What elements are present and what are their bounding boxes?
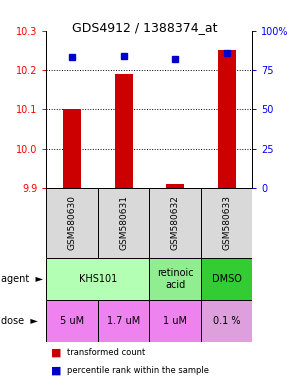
Text: 1 uM: 1 uM: [163, 316, 187, 326]
Text: dose  ►: dose ►: [1, 316, 38, 326]
Bar: [115, 74, 133, 188]
Text: retinoic
acid: retinoic acid: [157, 268, 193, 290]
Bar: [63, 109, 81, 188]
Text: GSM580631: GSM580631: [119, 195, 128, 250]
Text: 5 uM: 5 uM: [60, 316, 84, 326]
Text: GSM580632: GSM580632: [171, 195, 180, 250]
Text: ■: ■: [50, 348, 61, 358]
Text: 0.1 %: 0.1 %: [213, 316, 240, 326]
Text: GSM580630: GSM580630: [68, 195, 77, 250]
Text: GDS4912 / 1388374_at: GDS4912 / 1388374_at: [72, 21, 218, 34]
Bar: [149, 300, 201, 342]
Bar: [149, 258, 201, 300]
Text: 1.7 uM: 1.7 uM: [107, 316, 140, 326]
Bar: [166, 184, 184, 188]
Text: percentile rank within the sample: percentile rank within the sample: [67, 366, 209, 375]
Bar: [201, 258, 252, 300]
Bar: [218, 50, 235, 188]
Text: GSM580633: GSM580633: [222, 195, 231, 250]
Bar: [149, 188, 201, 258]
Bar: [98, 188, 149, 258]
Bar: [46, 258, 149, 300]
Text: transformed count: transformed count: [67, 348, 145, 357]
Bar: [46, 188, 98, 258]
Bar: [46, 300, 98, 342]
Bar: [201, 188, 252, 258]
Bar: [201, 300, 252, 342]
Bar: [98, 300, 149, 342]
Text: agent  ►: agent ►: [1, 274, 44, 284]
Text: DMSO: DMSO: [212, 274, 242, 284]
Text: KHS101: KHS101: [79, 274, 117, 284]
Text: ■: ■: [50, 366, 61, 376]
